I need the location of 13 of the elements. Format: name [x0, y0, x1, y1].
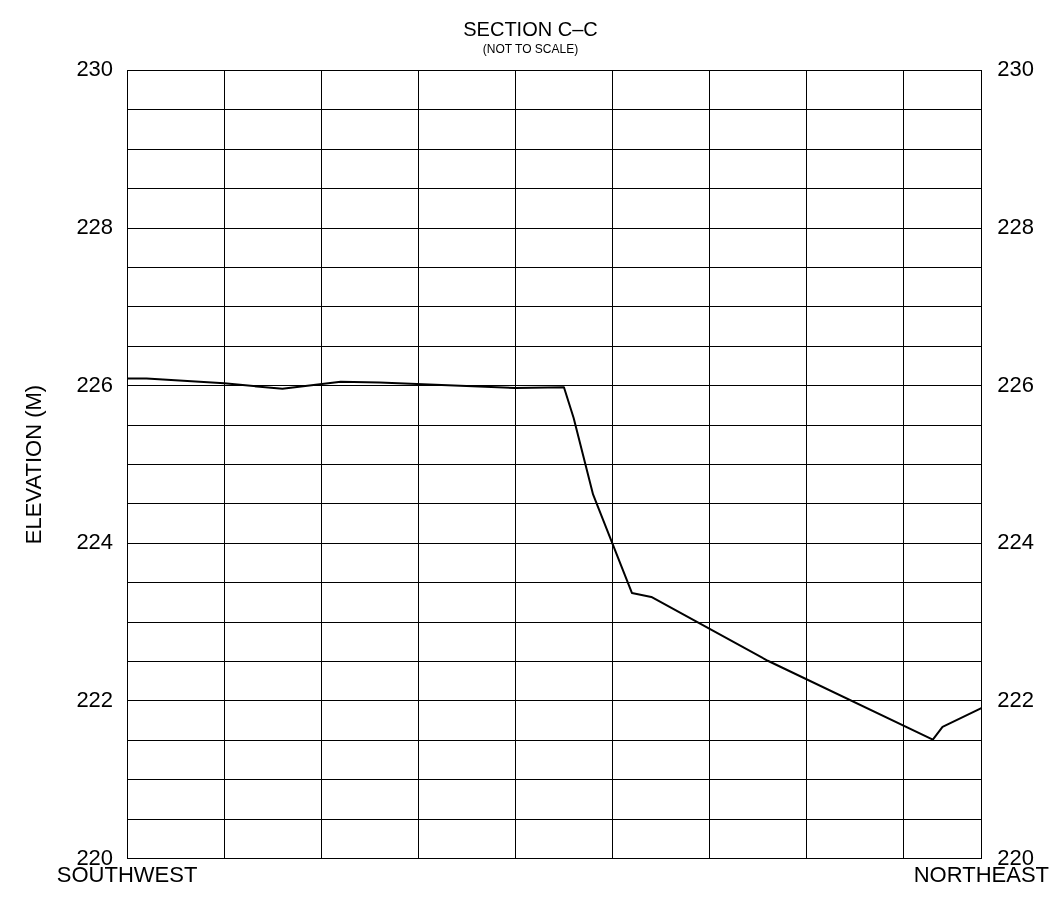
y-tick-label: 228	[76, 214, 114, 240]
y-tick-label: 224	[76, 529, 114, 555]
y-axis-title: ELEVATION (M)	[21, 384, 47, 545]
chart-subtitle: (NOT TO SCALE)	[482, 41, 579, 56]
y-tick-label: 222	[76, 687, 114, 713]
chart-title: SECTION C–C	[463, 17, 598, 40]
y-tick-label: 226	[76, 371, 114, 397]
y-tick-label: 230	[76, 56, 114, 82]
y2-tick-label: 230	[997, 56, 1035, 82]
y2-tick-label: 226	[997, 371, 1035, 397]
y2-tick-label: 222	[997, 687, 1035, 713]
y2-tick-label: 228	[997, 214, 1035, 240]
y2-tick-label: 224	[997, 529, 1035, 555]
